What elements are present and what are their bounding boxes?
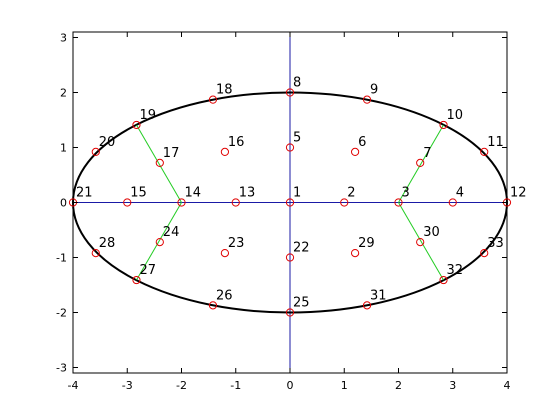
node-label-1: 1 xyxy=(293,186,301,201)
x-tick-label-1: 1 xyxy=(341,379,348,392)
x-tick-label--2: -2 xyxy=(176,379,187,392)
node-marker-24 xyxy=(155,238,164,247)
green-segment-4 xyxy=(136,202,182,281)
node-label-5: 5 xyxy=(293,131,301,146)
node-label-28: 28 xyxy=(99,236,116,251)
node-label-4: 4 xyxy=(456,186,464,201)
green-segment-1 xyxy=(398,124,444,203)
node-label-21: 21 xyxy=(76,186,93,201)
node-marker-27 xyxy=(132,275,141,285)
node-marker-2 xyxy=(340,198,349,207)
plot-area: 1 2 3 45 678 91011121314151617181920212223242… xyxy=(68,31,527,374)
node-marker-5 xyxy=(285,143,295,152)
node-marker-31 xyxy=(362,301,372,310)
node-label-17: 17 xyxy=(163,146,180,161)
node-label-3: 3 xyxy=(402,186,410,201)
node-marker-25 xyxy=(285,308,295,317)
node-label-27: 27 xyxy=(139,263,156,278)
node-label-11: 11 xyxy=(487,135,504,150)
node-label-18: 18 xyxy=(216,83,233,98)
green-segment-2 xyxy=(398,202,444,281)
node-marker-23 xyxy=(220,249,229,258)
node-label-8: 8 xyxy=(293,76,301,91)
node-label-24: 24 xyxy=(163,225,180,240)
node-marker-18 xyxy=(208,95,218,104)
node-label-12: 12 xyxy=(510,186,527,201)
node-label-32: 32 xyxy=(447,263,464,278)
node-marker-29 xyxy=(351,249,360,258)
y-tick-label-2: 2 xyxy=(60,87,67,100)
node-marker-30 xyxy=(416,238,425,247)
node-label-14: 14 xyxy=(185,186,202,201)
node-marker-13 xyxy=(231,198,240,207)
y-tick-label-3: 3 xyxy=(60,32,67,45)
x-tick-label-0: 0 xyxy=(287,379,294,392)
node-marker-6 xyxy=(351,147,360,156)
node-marker-19 xyxy=(132,120,141,130)
node-marker-22 xyxy=(285,253,295,262)
node-marker-20 xyxy=(91,147,100,156)
node-marker-15 xyxy=(123,198,132,207)
y-tick-label--3: -3 xyxy=(56,362,67,375)
node-label-13: 13 xyxy=(239,186,256,201)
node-label-31: 31 xyxy=(370,288,387,303)
node-label-22: 22 xyxy=(293,241,310,256)
node-marker-14 xyxy=(177,198,186,207)
node-label-9: 9 xyxy=(370,83,378,98)
x-axis-ticks: -4 -3 -2 -1 0 1 2 3 4 xyxy=(68,32,511,392)
node-marker-16 xyxy=(220,147,229,156)
node-label-10: 10 xyxy=(447,108,464,123)
node-marker-33 xyxy=(480,249,489,258)
x-tick-label-3: 3 xyxy=(449,379,456,392)
node-label-20: 20 xyxy=(99,135,116,150)
y-tick-label-1: 1 xyxy=(60,142,67,155)
node-label-30: 30 xyxy=(423,225,440,240)
y-tick-label--1: -1 xyxy=(56,252,67,265)
node-marker-11 xyxy=(480,147,489,156)
x-tick-label-4: 4 xyxy=(504,379,511,392)
node-marker-17 xyxy=(155,158,164,167)
node-marker-3 xyxy=(394,198,403,207)
y-tick-label--2: -2 xyxy=(56,307,67,320)
node-marker-1 xyxy=(285,198,295,207)
node-label-26: 26 xyxy=(216,288,233,303)
x-tick-label-2: 2 xyxy=(395,379,402,392)
node-marker-10 xyxy=(439,120,448,130)
x-tick-label--1: -1 xyxy=(230,379,241,392)
node-label-15: 15 xyxy=(130,186,147,201)
node-marker-9 xyxy=(362,95,372,104)
green-segment-3 xyxy=(136,124,182,203)
node-marker-32 xyxy=(439,275,448,285)
x-tick-label--4: -4 xyxy=(68,379,79,392)
y-tick-label-0: 0 xyxy=(60,197,67,210)
node-marker-8 xyxy=(285,88,295,97)
node-label-33: 33 xyxy=(487,236,504,251)
node-label-6: 6 xyxy=(358,135,366,150)
node-label-7: 7 xyxy=(423,146,431,161)
node-label-16: 16 xyxy=(228,135,245,150)
x-tick-label--3: -3 xyxy=(122,379,133,392)
node-label-25: 25 xyxy=(293,296,310,311)
node-marker-26 xyxy=(208,301,218,310)
node-label-2: 2 xyxy=(347,186,355,201)
node-label-19: 19 xyxy=(139,108,156,123)
node-marker-7 xyxy=(416,158,425,167)
node-label-23: 23 xyxy=(228,236,245,251)
node-label-29: 29 xyxy=(358,236,375,251)
node-marker-4 xyxy=(448,198,457,207)
node-marker-28 xyxy=(91,249,100,258)
